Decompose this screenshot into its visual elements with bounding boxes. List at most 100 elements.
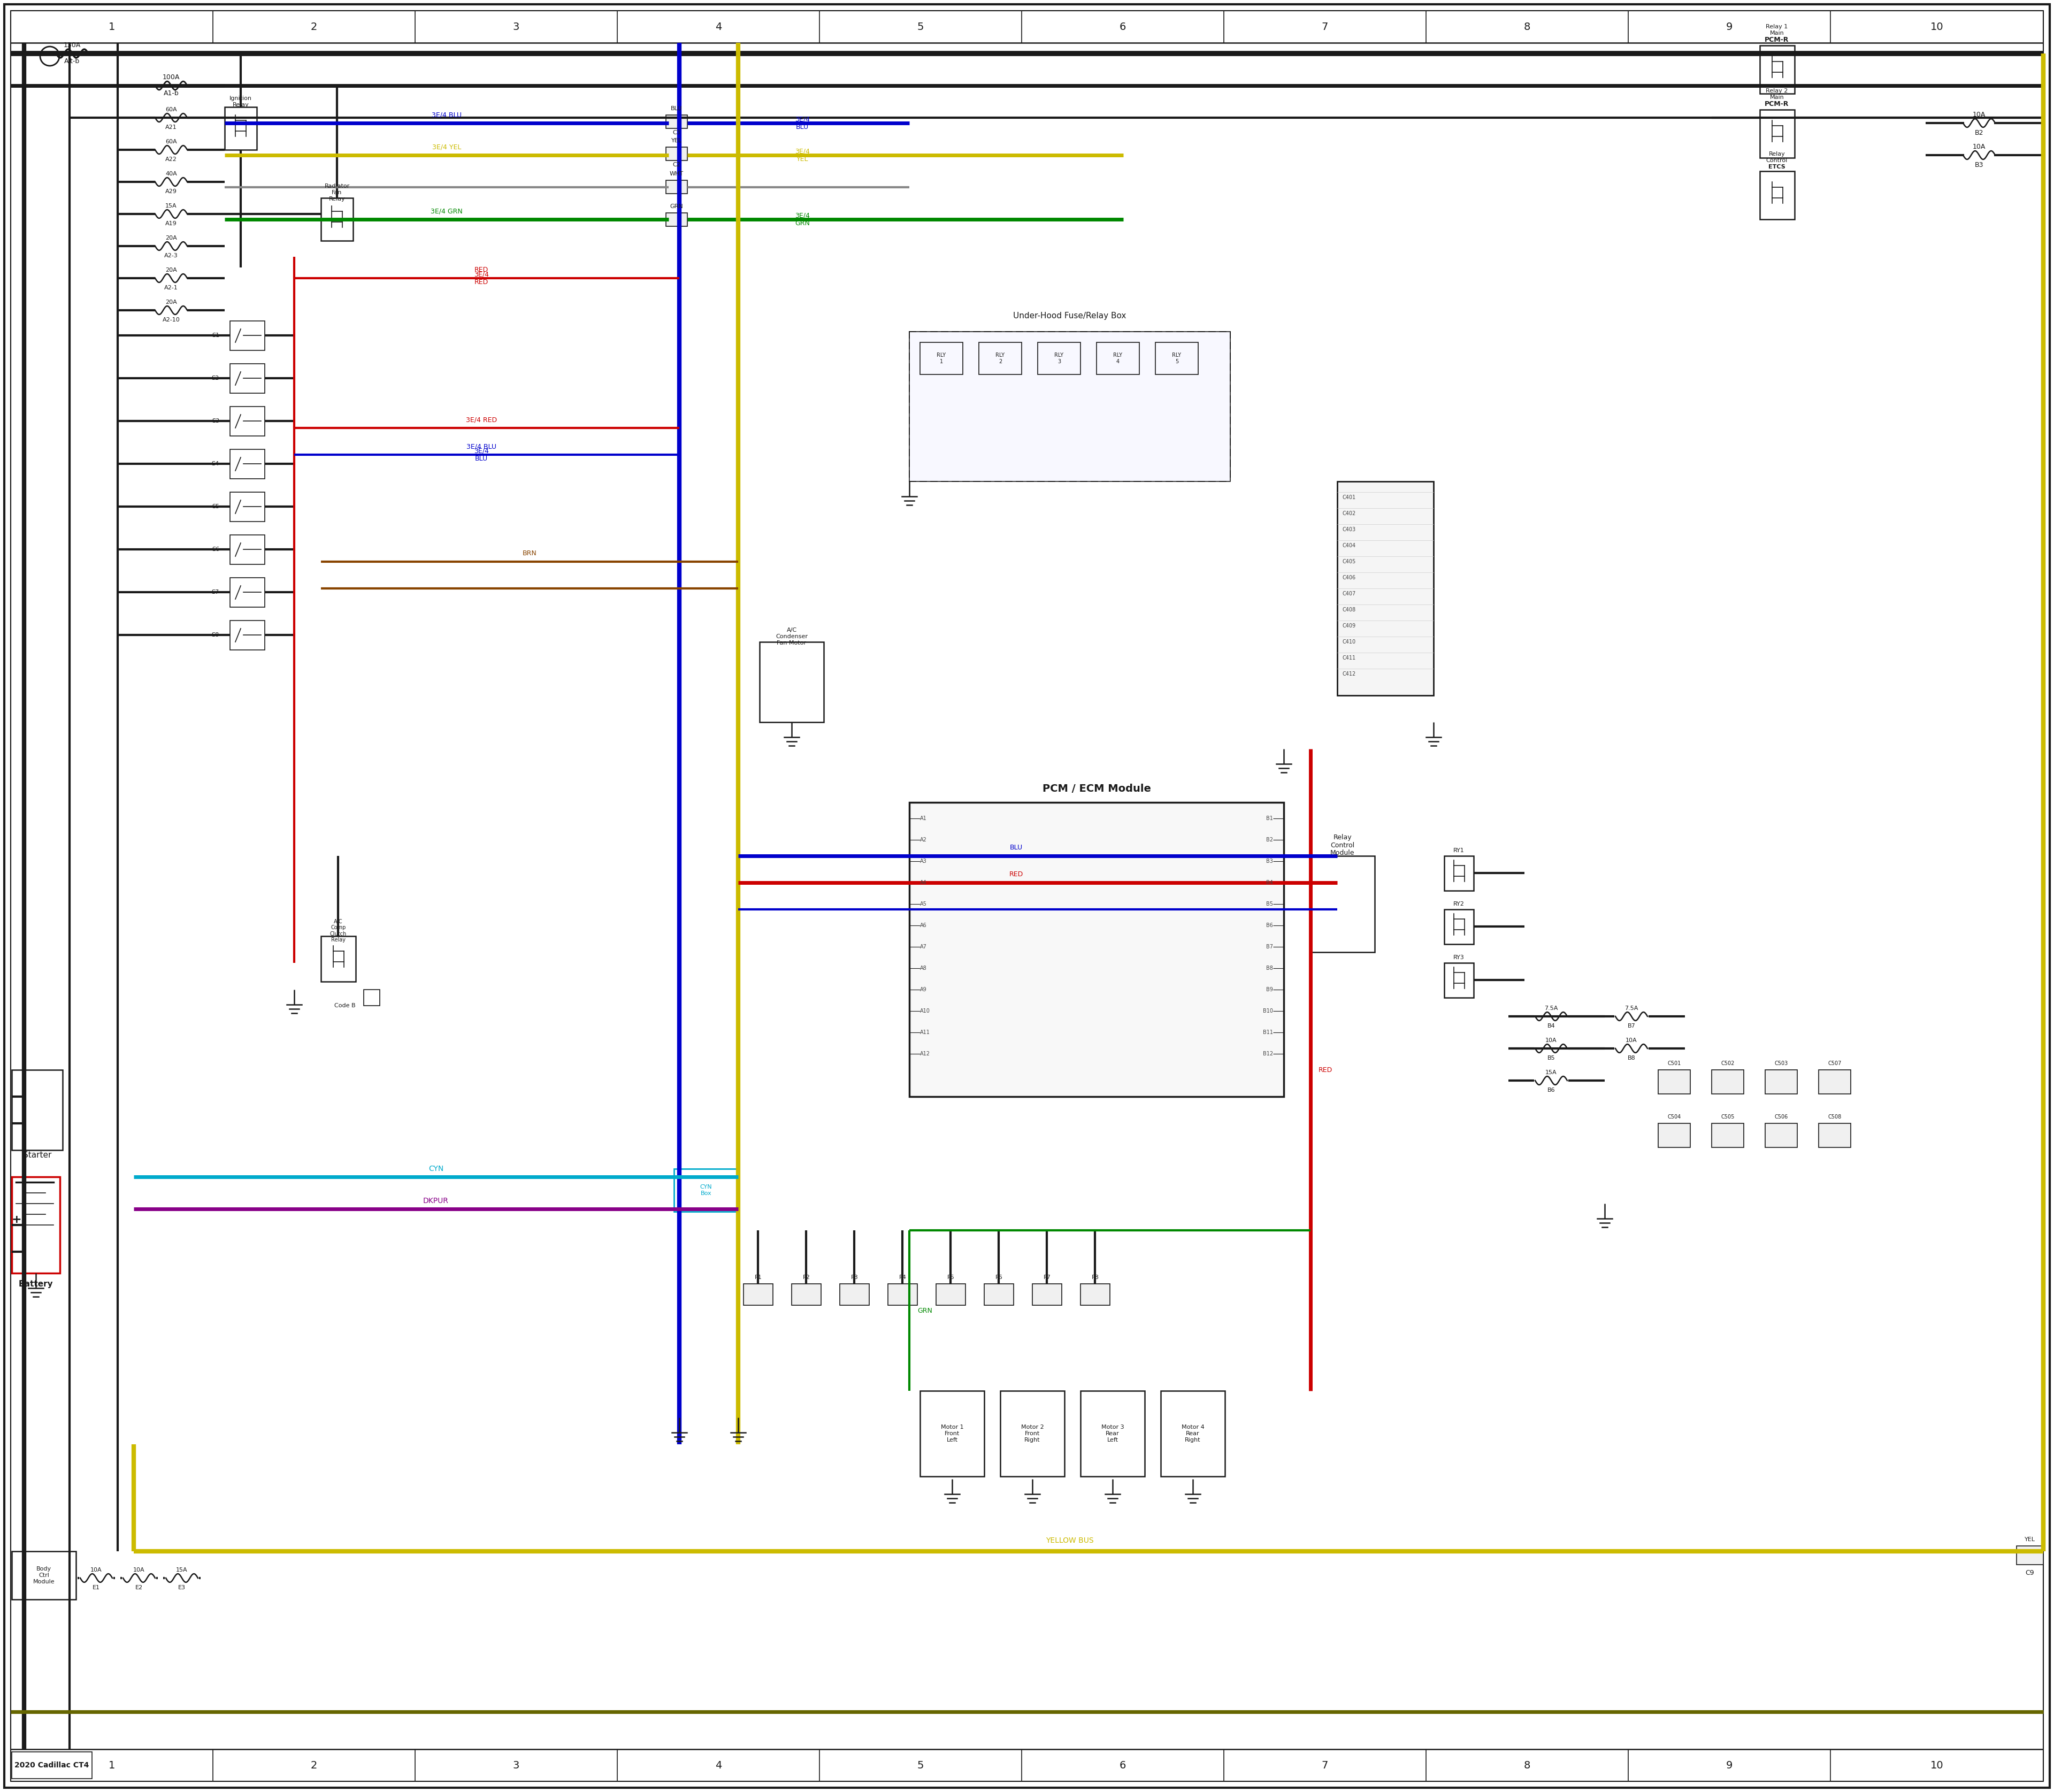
Text: 9: 9 (1725, 1760, 1734, 1770)
Bar (1033, 1283, 1062, 1305)
Text: S7: S7 (212, 590, 220, 595)
Text: C410: C410 (1343, 640, 1356, 645)
Bar (1711, 1070, 1744, 1093)
Bar (910, 332, 1230, 482)
Text: Body
Ctrl
Module: Body Ctrl Module (33, 1566, 55, 1584)
Text: 7.5A: 7.5A (1545, 1005, 1559, 1011)
Bar (1764, 1124, 1797, 1147)
Bar (230, 450, 265, 478)
Text: PCM / ECM Module: PCM / ECM Module (1041, 783, 1150, 794)
Text: 3E/4 BLU: 3E/4 BLU (466, 443, 497, 450)
Bar (1818, 1070, 1851, 1093)
Text: CYN
Box: CYN Box (700, 1185, 713, 1195)
Text: A2-10: A2-10 (162, 317, 181, 323)
Text: 10A: 10A (1625, 1038, 1637, 1043)
Bar (920, 1391, 984, 1477)
Bar (665, 115, 688, 129)
Bar (1444, 962, 1473, 998)
Text: C411: C411 (1343, 656, 1356, 661)
Text: S8: S8 (212, 633, 220, 638)
Bar (1711, 1124, 1744, 1147)
Text: 20A: 20A (166, 299, 177, 305)
Text: C508: C508 (1828, 1115, 1842, 1120)
Text: P4: P4 (900, 1274, 906, 1279)
Text: Motor 3
Rear
Left: Motor 3 Rear Left (1101, 1425, 1124, 1443)
Text: Battery: Battery (18, 1279, 53, 1288)
Text: ETCS: ETCS (1768, 165, 1785, 170)
Bar (1764, 1070, 1797, 1093)
Text: 130A: 130A (64, 41, 80, 48)
Text: E3: E3 (179, 1584, 185, 1590)
Bar (910, 803, 1284, 1097)
Text: B3: B3 (1974, 161, 1984, 168)
Text: C412: C412 (1343, 672, 1356, 677)
Text: Relay
Control
Module: Relay Control Module (1331, 833, 1356, 857)
Bar (1080, 1391, 1144, 1477)
Text: A10: A10 (920, 1009, 930, 1014)
Text: C401: C401 (1343, 495, 1356, 500)
Text: BLU: BLU (672, 106, 682, 111)
Text: P8: P8 (1091, 1274, 1099, 1279)
Text: 10A: 10A (1972, 111, 1986, 118)
Text: B11: B11 (1263, 1030, 1273, 1036)
Text: CYN: CYN (429, 1165, 444, 1172)
Text: 3E/4 RED: 3E/4 RED (466, 416, 497, 423)
Text: 4: 4 (715, 22, 721, 32)
Text: C505: C505 (1721, 1115, 1734, 1120)
Text: 3E/4 BLU: 3E/4 BLU (431, 111, 462, 118)
Text: C408: C408 (1343, 607, 1356, 613)
Text: YEL: YEL (2025, 1538, 2036, 1543)
Text: B7: B7 (1627, 1023, 1635, 1029)
Bar (224, 108, 257, 151)
Text: P6: P6 (996, 1274, 1002, 1279)
Text: Main: Main (1771, 30, 1785, 36)
Bar (840, 1283, 869, 1305)
Text: Relay 1: Relay 1 (1766, 23, 1787, 29)
Bar (230, 577, 265, 607)
Text: 10: 10 (1931, 22, 1943, 32)
Text: 8: 8 (1524, 1760, 1530, 1770)
Text: A2: A2 (920, 837, 926, 842)
Text: A1: A1 (920, 815, 926, 821)
Text: B2: B2 (1974, 129, 1984, 136)
Text: C9: C9 (2025, 1570, 2033, 1577)
Bar (1760, 109, 1795, 158)
Text: DKPUR: DKPUR (423, 1197, 448, 1204)
Text: 7.5A: 7.5A (1625, 1005, 1639, 1011)
Text: 3: 3 (514, 22, 520, 32)
Text: 2: 2 (310, 1760, 316, 1770)
Text: B6: B6 (1547, 1088, 1555, 1093)
Bar (230, 493, 265, 521)
Text: +: + (12, 1215, 23, 1226)
Text: 7: 7 (1321, 22, 1329, 32)
Text: RLY
4: RLY 4 (1113, 353, 1121, 364)
Text: E1: E1 (92, 1584, 101, 1590)
Text: B5: B5 (1547, 1055, 1555, 1061)
Text: 15A: 15A (166, 202, 177, 208)
Bar (364, 989, 380, 1005)
Text: E2: E2 (136, 1584, 144, 1590)
Bar (1444, 909, 1473, 944)
Text: 3E/4
BLU: 3E/4 BLU (795, 115, 809, 131)
Text: Under-Hood Fuse/Relay Box: Under-Hood Fuse/Relay Box (1013, 312, 1126, 319)
Text: S6: S6 (212, 547, 220, 552)
Text: 3E/4 GRN: 3E/4 GRN (431, 208, 462, 215)
Text: Motor 1
Front
Left: Motor 1 Front Left (941, 1425, 963, 1443)
Text: 8: 8 (1524, 22, 1530, 32)
Bar (12, 1552, 76, 1600)
Text: A19: A19 (166, 220, 177, 226)
Text: Main: Main (1771, 95, 1785, 100)
Text: 40A: 40A (166, 172, 177, 177)
Text: 15A: 15A (1545, 1070, 1557, 1075)
Text: 10A: 10A (134, 1568, 146, 1573)
Text: A9: A9 (920, 987, 926, 993)
Text: A2-1: A2-1 (164, 285, 179, 290)
Text: A21: A21 (166, 125, 177, 131)
Text: S4: S4 (212, 461, 220, 466)
Bar (230, 364, 265, 392)
Text: Relay 2: Relay 2 (1766, 88, 1787, 93)
Text: 10: 10 (1931, 1760, 1943, 1770)
Text: 1: 1 (109, 22, 115, 32)
Text: C409: C409 (1343, 624, 1356, 629)
Text: 3E/4 YEL: 3E/4 YEL (431, 143, 462, 151)
